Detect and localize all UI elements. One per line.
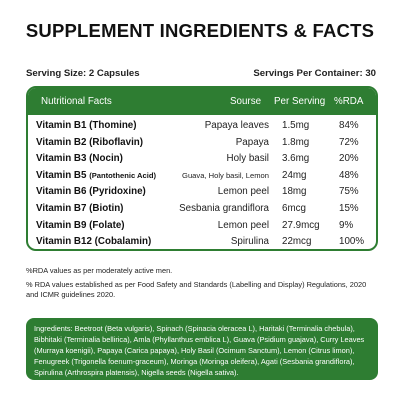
- per-serving-cell: 27.9mcg: [282, 219, 320, 231]
- table-row: Vitamin B9 (Folate) Lemon peel 27.9mcg 9%: [28, 218, 376, 235]
- per-serving-cell: 1.5mg: [282, 120, 310, 131]
- header-per-serving: Per Serving: [274, 96, 326, 107]
- vitamin-name-text: Vitamin B5: [36, 169, 90, 181]
- header-source: Sourse: [230, 96, 262, 107]
- table-header: Nutritional Facts Sourse Per Serving %RD…: [28, 88, 376, 115]
- table-row: Vitamin B1 (Thomine) Papaya leaves 1.5mg 84…: [28, 118, 376, 135]
- vitamin-name: Vitamin B6 (Pyridoxine): [36, 186, 146, 197]
- per-serving-cell: 6mcg: [282, 202, 306, 214]
- table-row: Vitamin B6 (Pyridoxine) Lemon peel 18mg 75%: [28, 184, 376, 201]
- vitamin-name-text: Vitamin B9 (Folate): [36, 219, 125, 231]
- vitamin-name: Vitamin B2 (Riboflavin): [36, 137, 143, 148]
- vitamin-name-text: Vitamin B3 (Nocin): [36, 153, 123, 165]
- source-cell: Lemon peel: [217, 219, 269, 231]
- per-serving-cell: 1.8mg: [282, 136, 310, 148]
- ingredients-box: Ingredients: Beetroot (Beta vulgaris), S…: [26, 318, 378, 380]
- vitamin-name-text: Vitamin B12 (Cobalamin): [36, 236, 152, 248]
- table-row: Vitamin B5 (Pantothenic Acid) Guava, Holy…: [28, 168, 376, 185]
- rda-cell: 15%: [339, 202, 359, 214]
- vitamin-name: Vitamin B7 (Biotin): [36, 203, 123, 214]
- rda-cell: 48%: [339, 169, 359, 181]
- rda-cell: 20%: [339, 153, 359, 165]
- source-cell: Papaya leaves: [204, 120, 269, 131]
- serving-size: Serving Size: 2 Capsules: [26, 68, 140, 79]
- table-body: Vitamin B1 (Thomine) Papaya leaves 1.5mg 84…: [28, 118, 376, 249]
- vitamin-name-suffix: (Pantothenic Acid): [89, 170, 156, 180]
- source-cell: Holy basil: [226, 153, 269, 165]
- vitamin-name-text: Vitamin B6 (Pyridoxine): [36, 186, 146, 198]
- vitamin-name: Vitamin B5 (Pantothenic Acid): [36, 170, 156, 181]
- table-row: Vitamin B3 (Nocin) Holy basil 3.6mg 20%: [28, 151, 376, 168]
- per-serving-cell: 24mg: [282, 169, 307, 181]
- per-serving-cell: 22mcg: [282, 236, 312, 248]
- rda-note: %RDA values as per moderately active men…: [26, 266, 173, 275]
- rda-note: % RDA values established as per Food Saf…: [26, 279, 367, 300]
- source-cell: Guava, Holy basil, Lemon: [182, 170, 269, 180]
- header-nutritional-facts: Nutritional Facts: [41, 96, 112, 107]
- vitamin-name: Vitamin B1 (Thomine): [36, 120, 137, 131]
- rda-cell: 84%: [339, 120, 359, 131]
- rda-notes: %RDA values as per moderately active men…: [26, 266, 378, 304]
- source-cell: Spirulina: [230, 236, 269, 248]
- vitamin-name-text: Vitamin B7 (Biotin): [36, 202, 124, 214]
- source-cell: Lemon peel: [217, 186, 269, 198]
- servings-per-container: Servings Per Container: 30: [253, 68, 376, 79]
- vitamin-name-text: Vitamin B1 (Thomine): [36, 120, 137, 131]
- page-title: SUPPLEMENT INGREDIENTS & FACTS: [25, 20, 375, 41]
- vitamin-name: Vitamin B12 (Cobalamin): [36, 236, 151, 247]
- rda-cell: 75%: [339, 186, 359, 198]
- table-row: Vitamin B7 (Biotin) Sesbania grandiflora 6…: [28, 201, 376, 218]
- rda-cell: 72%: [339, 136, 359, 148]
- source-cell: Sesbania grandiflora: [179, 202, 269, 214]
- header-rda: %RDA: [334, 96, 364, 107]
- vitamin-name: Vitamin B3 (Nocin): [36, 153, 123, 164]
- rda-cell: 9%: [339, 219, 354, 231]
- vitamin-name-text: Vitamin B2 (Riboflavin): [36, 136, 144, 148]
- per-serving-cell: 18mg: [282, 186, 307, 198]
- rda-cell: 100%: [339, 236, 365, 248]
- table-row: Vitamin B2 (Riboflavin) Papaya 1.8mg 72%: [28, 135, 376, 152]
- source-cell: Papaya: [235, 136, 269, 148]
- vitamin-name: Vitamin B9 (Folate): [36, 220, 125, 231]
- nutrition-facts-table: Nutritional Facts Sourse Per Serving %RD…: [26, 86, 378, 251]
- table-row: Vitamin B12 (Cobalamin) Spirulina 22mcg 100…: [28, 234, 376, 249]
- per-serving-cell: 3.6mg: [282, 153, 310, 165]
